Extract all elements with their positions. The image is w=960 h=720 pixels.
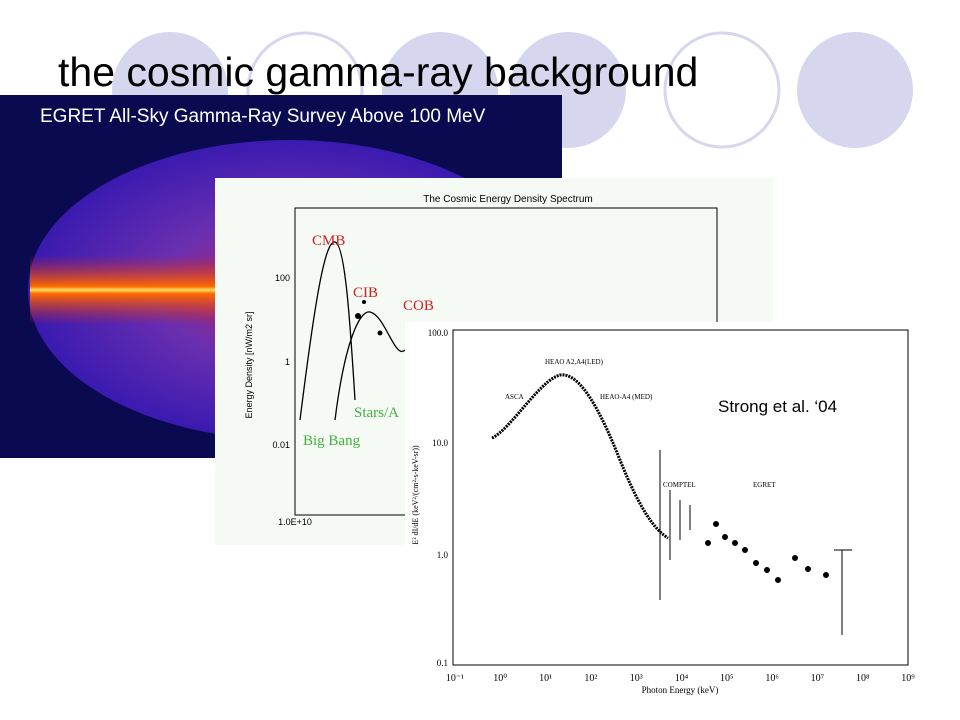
y-tick-label: 0.01: [272, 440, 290, 450]
x-tick-label: 1.0E+10: [278, 517, 312, 527]
instrument-label: EGRET: [753, 481, 776, 489]
plot-title: The Cosmic Energy Density Spectrum: [423, 194, 593, 205]
curve-label: Big Bang: [303, 433, 361, 449]
curve-label: CIB: [353, 285, 378, 301]
y-axis-label: E² dI/dE (keV²/(cm²-s-keV-sr)): [411, 445, 420, 545]
curve-label: COB: [403, 298, 434, 314]
x-tick-label: 10⁰: [493, 673, 507, 684]
y-tick-label: 10.0: [432, 438, 448, 448]
y-tick-label: 100.0: [428, 328, 449, 338]
gamma-plot: E² dI/dE (keV²/(cm²-s-keV-sr)) Photon En…: [405, 322, 918, 700]
x-tick-label: 10¹: [539, 673, 552, 684]
citation: Strong et al. ‘04: [718, 397, 837, 416]
y-tick-label: 1: [285, 357, 290, 367]
x-tick-label: 10⁴: [675, 673, 689, 684]
instrument-label: ASCA: [505, 393, 524, 401]
x-tick-label: 10³: [630, 673, 643, 684]
slide-title: the cosmic gamma-ray background: [58, 49, 698, 95]
x-tick-label: 10⁶: [765, 673, 779, 684]
instrument-label: HEAO-A4 (MED): [600, 393, 653, 401]
instrument-label: HEAO A2,A4(LED): [545, 358, 604, 366]
x-axis-label: Photon Energy (keV): [642, 685, 719, 695]
y-tick-label: 100: [275, 273, 290, 283]
curve-label: CMB: [312, 233, 345, 249]
y-tick-label: 0.1: [437, 658, 448, 668]
x-tick-label: 10⁵: [720, 673, 734, 684]
x-tick-label: 10⁷: [811, 673, 825, 684]
y-axis-label: Energy Density [nW/m2 sr]: [244, 311, 254, 418]
x-tick-label: 10⁸: [856, 673, 870, 684]
map-title: EGRET All-Sky Gamma-Ray Survey Above 100…: [40, 106, 486, 127]
curve-label: Stars/A: [354, 405, 399, 421]
x-tick-label: 10⁹: [901, 673, 915, 684]
x-tick-label: 10²: [584, 673, 597, 684]
x-tick-label: 10⁻¹: [446, 673, 464, 684]
y-tick-label: 1.0: [437, 550, 449, 560]
instrument-label: COMPTEL: [663, 481, 696, 489]
